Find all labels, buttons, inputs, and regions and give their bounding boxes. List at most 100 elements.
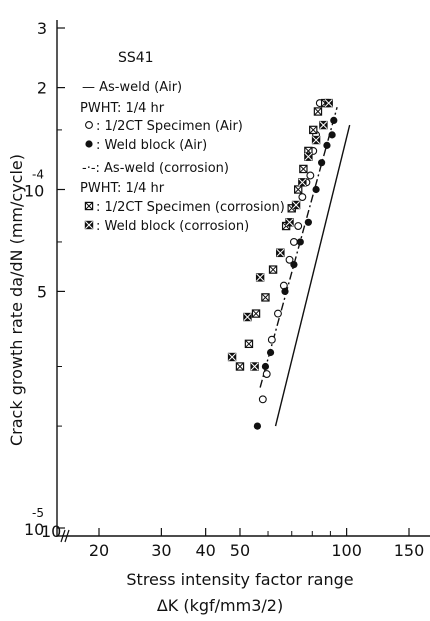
data-point-series-2 [323, 141, 331, 149]
legend-marker [84, 220, 94, 230]
data-point-series-4 [268, 265, 278, 274]
legend-header: PWHT: 1/4 hr [80, 181, 165, 196]
marker-cross [313, 107, 322, 116]
legend-entry: : 1/2CT Specimen (corrosion) [96, 200, 285, 215]
marker-cross [292, 201, 301, 209]
y-decade-base: 10 [24, 182, 44, 201]
data-point-series-2 [318, 159, 326, 167]
legend-marker [85, 121, 93, 129]
marker-cross [319, 121, 328, 130]
marker-cross [228, 353, 237, 361]
data-point-series-4 [293, 185, 303, 194]
marker-cross [298, 178, 307, 187]
data-point-series-5 [324, 98, 333, 108]
data-point-series-5 [311, 135, 321, 145]
data-point-series-5 [250, 362, 259, 371]
data-point-series-2 [330, 116, 338, 125]
x-tick-label: 150 [394, 541, 425, 560]
legend-entry: -·-: As-weld (corrosion) [82, 161, 229, 176]
marker-cross [250, 362, 259, 371]
x-tick-label: 50 [230, 541, 250, 560]
y-decade-exponent: -4 [32, 168, 44, 182]
y-decade-base: 10 [24, 520, 44, 539]
data-point-series-2 [266, 348, 275, 357]
marker-cross [244, 339, 253, 348]
x-tick-label: 100 [331, 541, 362, 560]
data-point-series-1 [258, 395, 267, 404]
data-point-series-5 [243, 312, 252, 322]
data-point-series-2 [281, 287, 289, 296]
x-tick-label: 40 [195, 541, 215, 560]
data-point-series-4 [261, 293, 270, 302]
series-line-0 [274, 124, 351, 427]
data-point-series-1 [298, 193, 307, 201]
data-point-series-1 [306, 171, 315, 180]
marker-cross [324, 99, 333, 108]
data-point-series-5 [319, 120, 328, 130]
data-point-series-2 [328, 131, 336, 139]
axis-break-mark [60, 529, 66, 543]
data-point-series-2 [296, 238, 304, 246]
x-axis-label: Stress intensity factor range [126, 570, 353, 589]
x-tick-label: 30 [151, 541, 171, 560]
data-point-series-1 [274, 309, 282, 318]
data-point-series-4 [299, 164, 308, 174]
y-tick-label: 3 [37, 19, 47, 38]
data-point-series-1 [267, 335, 276, 344]
marker-cross [309, 125, 318, 134]
data-point-series-4 [313, 107, 323, 116]
data-point-series-4 [244, 339, 254, 349]
x-tick-label: 20 [89, 541, 109, 560]
data-point-series-5 [304, 152, 313, 161]
marker-cross [312, 136, 321, 144]
marker-cross [243, 313, 252, 321]
data-point-series-2 [290, 260, 298, 269]
data-point-series-5 [227, 352, 237, 362]
marker-cross [261, 293, 270, 302]
marker-cross [276, 248, 285, 257]
marker-cross [256, 273, 265, 282]
y-axis-label: Crack growth rate da/dN (mm/cycle) [7, 154, 26, 446]
data-point-series-5 [291, 200, 301, 210]
legend-header: PWHT: 1/4 hr [80, 101, 165, 116]
legend-marker [85, 140, 93, 148]
legend-entry: — As-weld (Air) [82, 80, 182, 95]
marker-cross [236, 362, 244, 371]
marker-cross [85, 221, 93, 229]
data-point-series-4 [251, 309, 261, 318]
data-point-series-2 [261, 362, 270, 371]
data-point-series-5 [298, 178, 307, 187]
marker-cross [299, 165, 308, 173]
x-axis-unit-label: ΔK (kgf/mm3/2) [157, 596, 283, 615]
data-point-series-1 [294, 222, 303, 230]
y-decade-exponent: -5 [32, 506, 44, 520]
data-point-series-5 [276, 248, 285, 258]
legend-entry: : Weld block (corrosion) [96, 219, 249, 234]
series-line-3 [259, 107, 338, 388]
marker-cross [269, 265, 278, 274]
data-point-series-1 [262, 370, 271, 378]
data-point-series-1 [285, 255, 294, 264]
data-point-series-5 [255, 273, 265, 282]
marker-cross [252, 309, 260, 318]
data-point-series-4 [235, 362, 245, 371]
material-label: SS41 [118, 50, 154, 66]
data-point-series-1 [289, 237, 298, 246]
data-point-series-4 [309, 125, 318, 135]
y-tick-label: 2 [37, 79, 47, 98]
y-tick-label: 5 [37, 282, 47, 301]
axis-break-mark [64, 529, 70, 543]
data-point-series-5 [285, 218, 294, 227]
marker-cross [294, 185, 303, 194]
legend-entry: : 1/2CT Specimen (Air) [96, 119, 243, 134]
data-point-series-2 [253, 422, 262, 430]
legend-marker [84, 201, 94, 211]
marker-cross [304, 152, 313, 161]
marker-cross [85, 202, 93, 210]
data-point-series-2 [304, 218, 312, 226]
data-point-series-2 [312, 185, 320, 194]
x-axis-break-label: 10 [41, 522, 61, 541]
marker-cross [285, 218, 294, 227]
legend-entry: : Weld block (Air) [96, 138, 207, 153]
